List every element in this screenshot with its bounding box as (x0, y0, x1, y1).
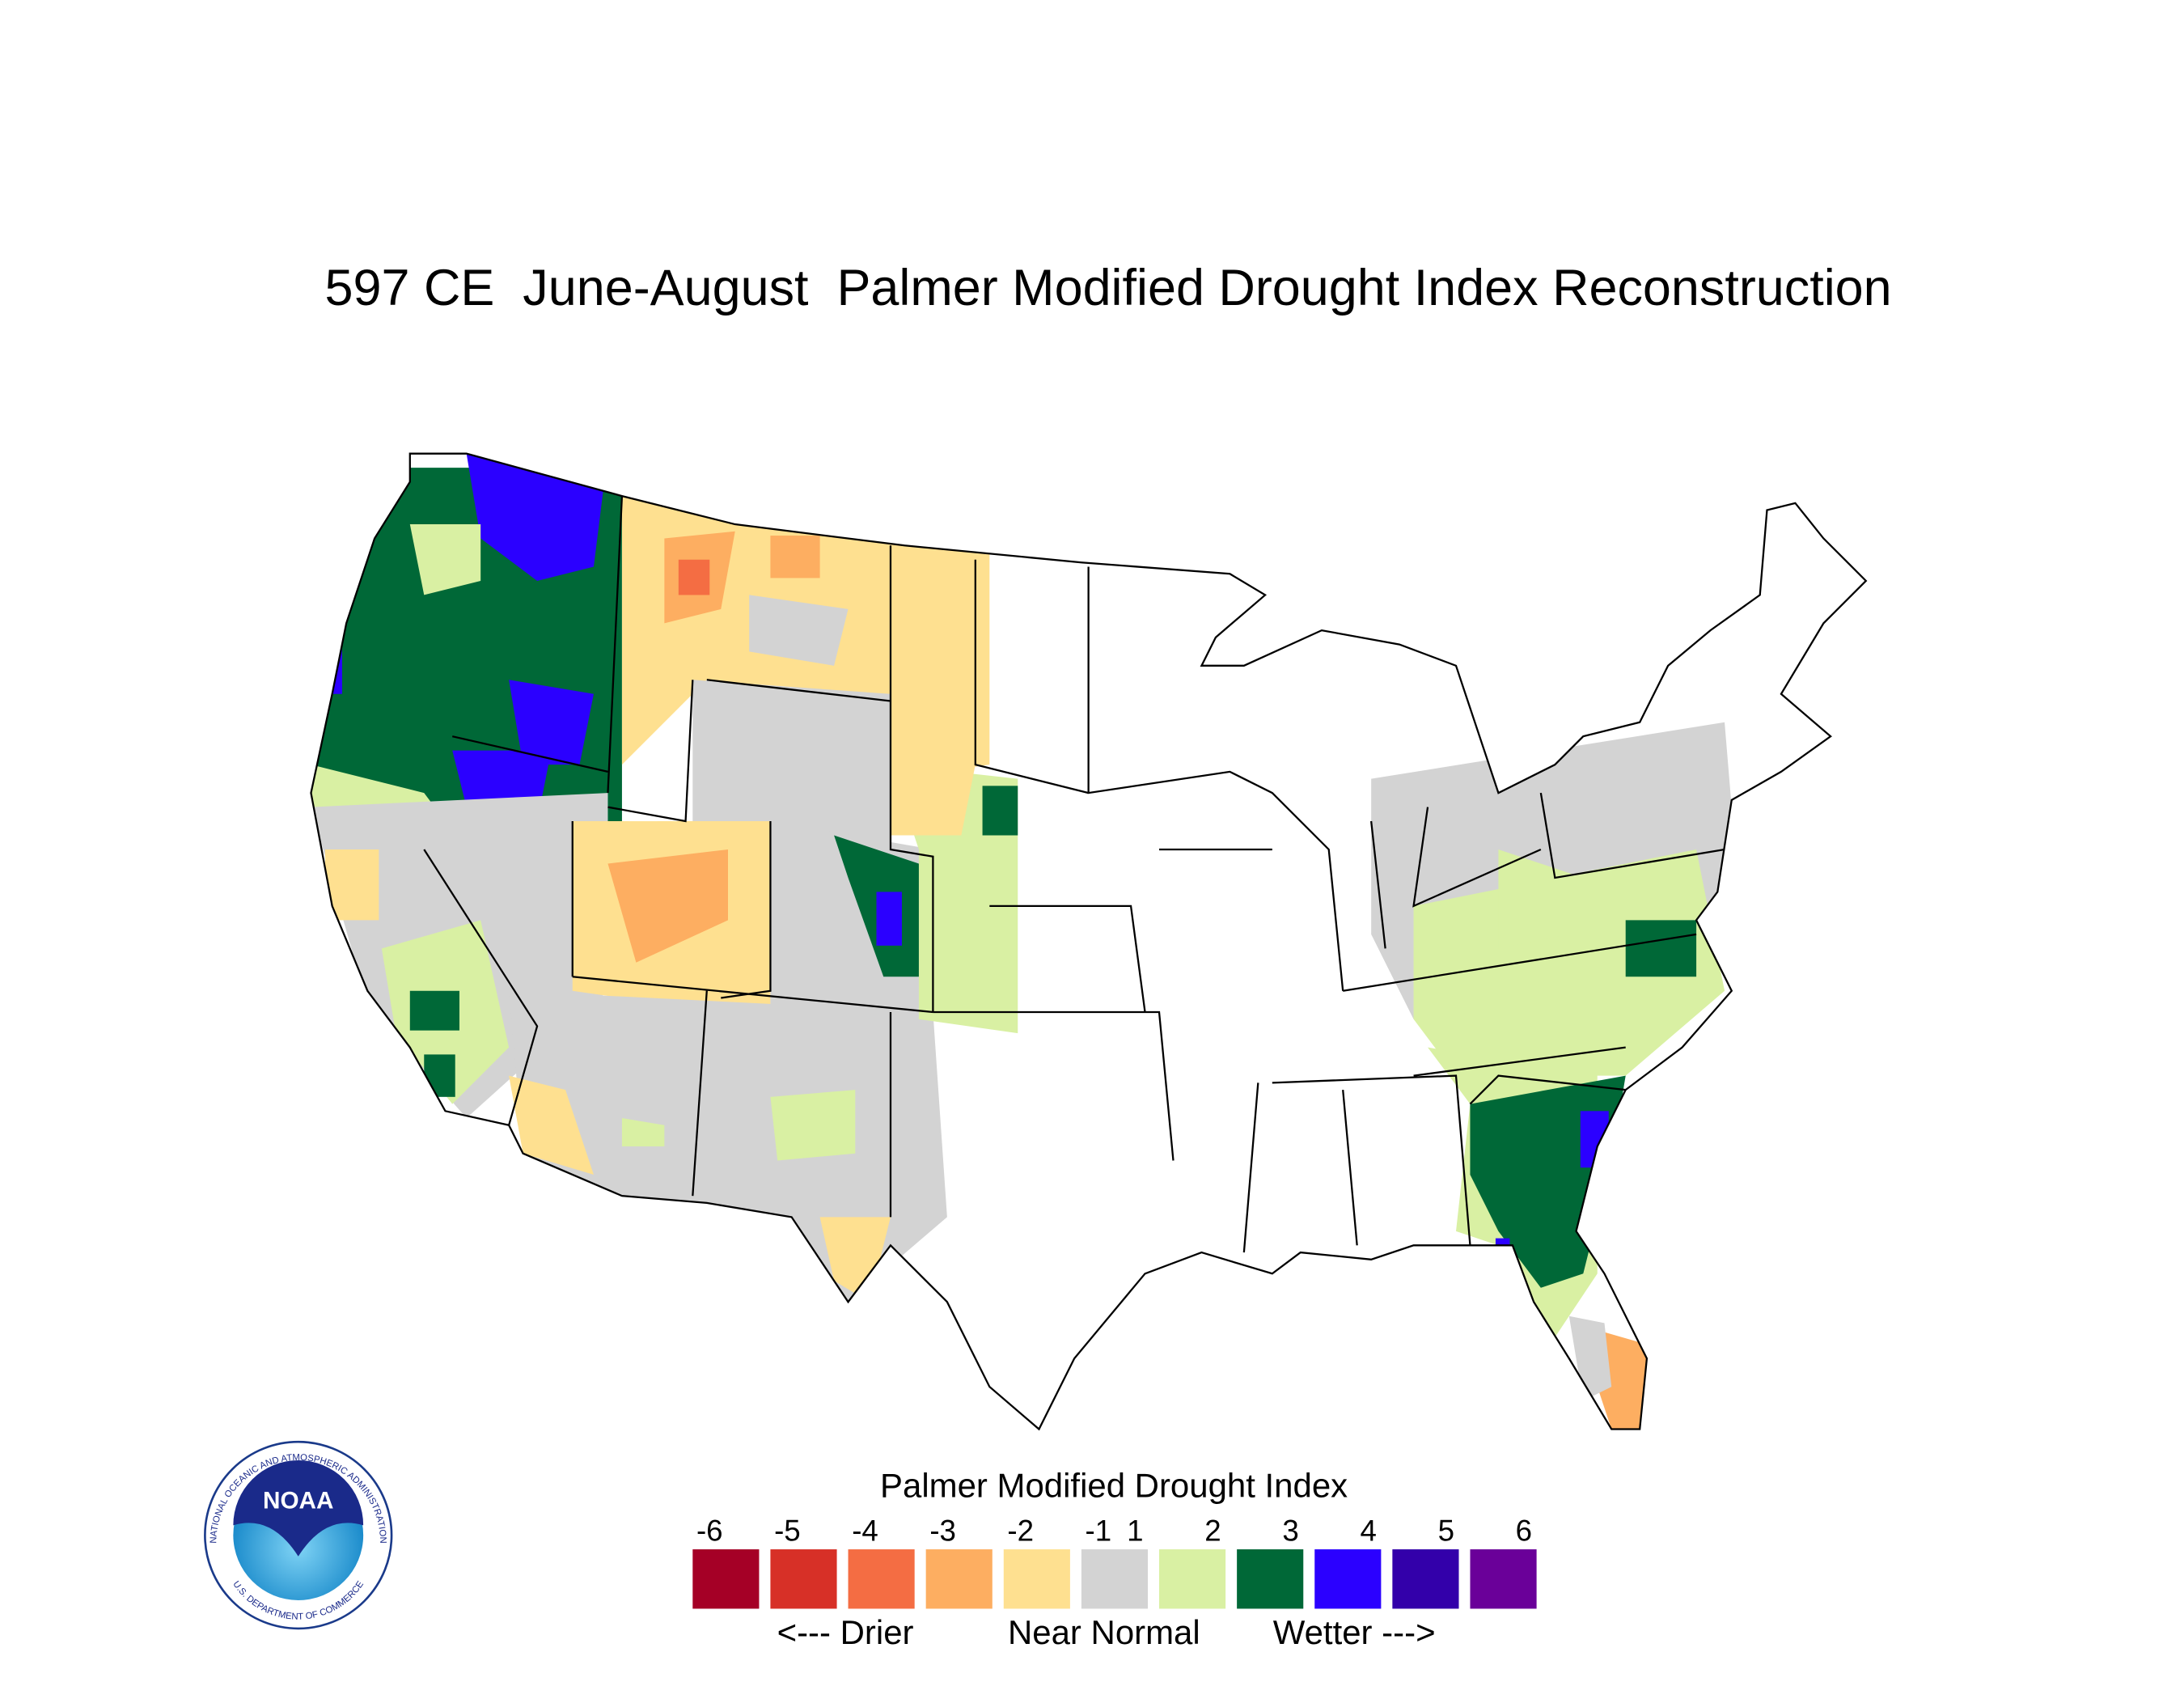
legend-tick-label: 3 (1282, 1514, 1298, 1548)
legend-swatch (1237, 1549, 1304, 1609)
logo-name: NOAA (263, 1487, 333, 1514)
legend-tick-label: 5 (1438, 1514, 1454, 1548)
legend-caption: Near Normal (1008, 1613, 1200, 1651)
legend-swatch (1470, 1549, 1537, 1609)
legend-tick-label: -6 (696, 1514, 723, 1548)
legend-swatch (1392, 1549, 1459, 1609)
legend-tick-label: 6 (1516, 1514, 1532, 1548)
drought-field (311, 453, 1739, 1430)
legend-tick-label: 1 (1127, 1514, 1143, 1548)
legend-swatch (1159, 1549, 1226, 1609)
legend-swatch (1081, 1549, 1149, 1609)
legend-swatch (925, 1549, 993, 1609)
state-boundaries (310, 452, 1867, 1430)
legend-tick-label: 2 (1204, 1514, 1221, 1548)
legend-tick-label: -5 (774, 1514, 801, 1548)
legend-tick-label: 4 (1360, 1514, 1376, 1548)
legend: Palmer Modified Drought Index -6 -5 -4 -3 -2… (692, 1466, 1537, 1651)
legend-title: Palmer Modified Drought Index (880, 1466, 1348, 1504)
legend-tick-label: -4 (852, 1514, 878, 1548)
legend-tick-label: -2 (1007, 1514, 1034, 1548)
legend-swatch (1314, 1549, 1382, 1609)
legend-swatch (1003, 1549, 1070, 1609)
legend-caption: Wetter ---> (1273, 1613, 1436, 1651)
legend-swatch (848, 1549, 915, 1609)
logo-bird (233, 1459, 364, 1557)
legend-tick-label: -3 (929, 1514, 956, 1548)
title: 597 CE June-August Palmer Modified Droug… (325, 260, 1892, 316)
legend-swatch (770, 1549, 837, 1609)
legend-caption: <--- Drier (777, 1613, 914, 1651)
noaa-logo: NOAA NATIONAL OCEANIC AND ATMOSPHERIC AD… (204, 1440, 393, 1630)
legend-swatch (692, 1549, 760, 1609)
legend-tick-label: -1 (1086, 1514, 1112, 1548)
